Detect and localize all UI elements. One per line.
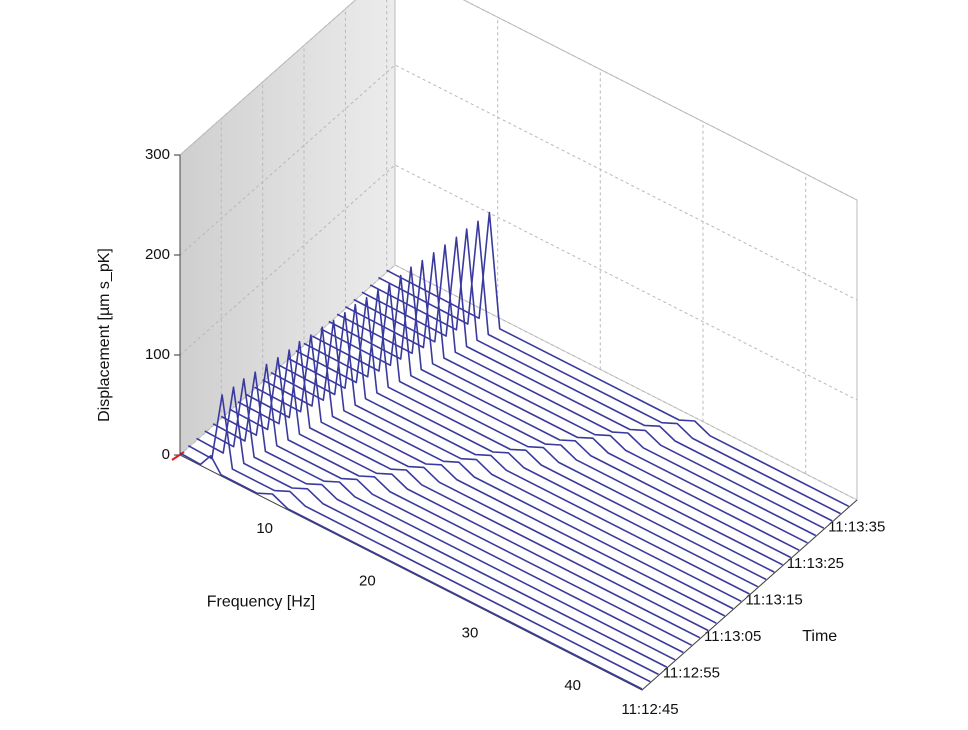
x-tick-label: 10	[256, 520, 273, 537]
grid-line	[179, 0, 858, 201]
spectrum-trace	[196, 386, 659, 676]
spectrum-trace	[386, 211, 850, 508]
spectrum-trace	[237, 349, 701, 639]
axis-line	[179, 155, 858, 691]
spectrum-trace	[254, 334, 717, 624]
spectrum-trace	[295, 296, 759, 588]
y-tick-label: 100	[145, 346, 170, 363]
x-tick-label: 20	[359, 572, 376, 589]
x-tick-label: 40	[564, 677, 581, 694]
y-tick-label: 0	[162, 446, 170, 463]
spectrum-trace	[220, 363, 684, 654]
grid-line	[179, 164, 858, 401]
spectrum-trace	[303, 289, 767, 581]
spectrum-trace	[229, 356, 692, 646]
spectrum-trace	[262, 326, 726, 617]
y-tick-label: 300	[145, 146, 170, 163]
spectrum-trace	[353, 244, 817, 537]
z-tick-label: 11:13:15	[745, 591, 802, 608]
spectrum-trace	[336, 259, 800, 551]
z-tick-label: 11:13:25	[787, 555, 844, 572]
z-tick-label: 11:12:45	[621, 701, 678, 718]
spectrum-trace	[320, 274, 783, 566]
y-tick-label: 200	[145, 246, 170, 263]
z-tick-label: 11:12:55	[663, 664, 720, 681]
x-axis-title: Frequency [Hz]	[207, 594, 315, 611]
spectrum-trace	[245, 340, 709, 632]
spectrum-trace	[287, 303, 750, 595]
z-tick-label: 11:13:05	[704, 628, 761, 645]
y-axis-title: Displacement [µm s_pK]	[96, 248, 113, 422]
spectrum-trace	[378, 220, 841, 515]
spectrum-trace	[212, 371, 676, 661]
spectrum-trace	[179, 452, 643, 690]
spectrum-trace	[311, 282, 775, 573]
spectrum-trace	[204, 378, 668, 668]
x-tick-label: 30	[462, 625, 479, 642]
spectrum-trace	[278, 311, 742, 603]
z-axis-title: Time	[802, 628, 837, 645]
spectrum-trace	[328, 266, 792, 559]
z-tick-label: 11:13:35	[828, 518, 885, 535]
spectrum-trace	[361, 236, 825, 529]
spectrum-trace	[187, 394, 651, 683]
spectrum-trace	[345, 252, 808, 544]
spectrum-trace	[270, 319, 734, 610]
spectrum-trace	[369, 228, 833, 522]
